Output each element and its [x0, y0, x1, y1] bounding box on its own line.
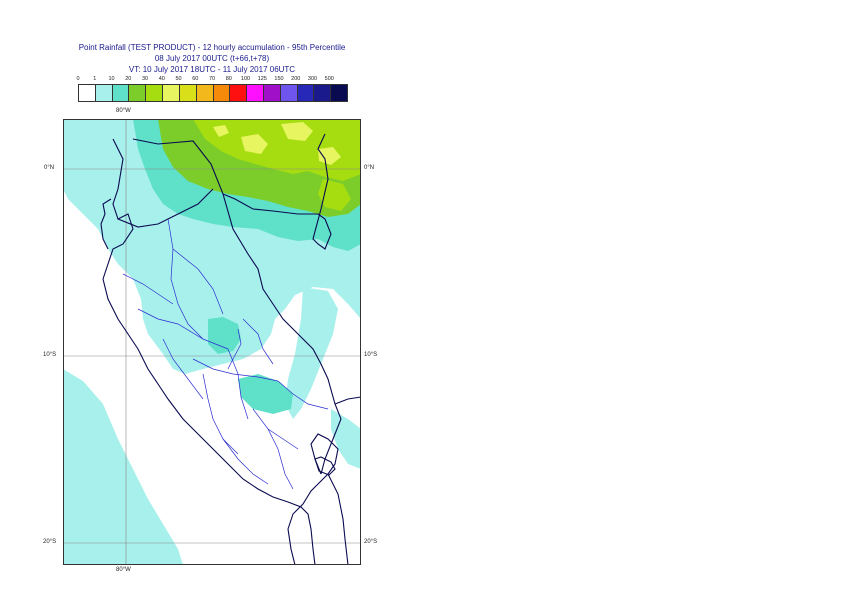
legend-swatch [314, 85, 332, 101]
border-colombia-brazil [312, 133, 332, 250]
legend-tick-label: 50 [175, 76, 182, 82]
border-brazil-bolivia [334, 396, 361, 405]
border-peru-brazil [222, 193, 342, 475]
legend-swatch [163, 85, 180, 101]
rain-teal-south [238, 374, 293, 414]
legend-tick-label: 10 [108, 76, 115, 82]
legend-swatch [112, 85, 130, 101]
map-frame [63, 119, 361, 565]
legend-swatch [79, 85, 96, 101]
lake-titicaca [314, 456, 336, 476]
rainfall-map [63, 119, 361, 565]
legend-tick-label: 200 [291, 76, 301, 82]
lat-label-0-left: 0°N [44, 165, 55, 171]
rain-yellow-3 [318, 147, 341, 165]
coastline-peru [102, 278, 316, 565]
rain-yellow-4 [213, 125, 229, 137]
admin-line-11 [267, 428, 294, 490]
admin-line-13 [242, 318, 274, 365]
rain-teal-center [208, 317, 241, 354]
legend-swatch [129, 85, 147, 101]
title-line-3: VT: 10 July 2017 18UTC - 11 July 2017 06… [128, 65, 296, 74]
legend-tick-label: 300 [307, 76, 318, 82]
lat-label-10-right: 10°S [364, 352, 378, 358]
lat-label-20-right: 20°S [364, 539, 378, 545]
admin-line-14 [227, 328, 242, 370]
legend-tick-label: 70 [208, 76, 216, 82]
legend-bar [78, 84, 348, 102]
lat-label-0-right: 0°N [364, 165, 375, 171]
admin-line-6 [202, 373, 239, 455]
legend-ticks: 0 1 10 20 30 40 50 60 70 80 100 125 150 200 300 500 [76, 76, 348, 84]
legend-swatch [280, 85, 298, 101]
map-title: Point Rainfall (TEST PRODUCT) - 12 hourl… [62, 42, 362, 75]
admin-line-7 [227, 348, 249, 420]
rain-yellow-1 [281, 122, 313, 141]
legend-tick-label: 40 [158, 76, 165, 82]
legend-swatch [146, 85, 164, 101]
admin-line-3 [122, 273, 174, 305]
admin-boundaries [122, 218, 329, 490]
rain-area-ocean [63, 369, 183, 565]
lon-label-top: 80°W [116, 108, 131, 114]
lat-label-20-left: 20°S [43, 539, 57, 545]
map-panel: 80°W 80°W 0°N 0°N 10°S 10°S 20°S 20°S [43, 108, 377, 573]
legend-swatch [263, 85, 281, 101]
legend-swatch [213, 85, 231, 101]
legend-tick-label: 150 [274, 76, 284, 82]
legend-tick-label: 100 [240, 76, 251, 82]
rain-yellow-2 [241, 134, 268, 154]
border-north [102, 138, 134, 280]
admin-line-8 [252, 408, 299, 450]
legend-tick-label: 500 [324, 76, 334, 82]
border-colombia [132, 138, 318, 215]
legend-swatch [196, 85, 214, 101]
admin-line-4 [137, 308, 229, 350]
legend-tick-label: 0 [76, 76, 80, 82]
national-borders [100, 133, 361, 565]
rain-area-yellow [213, 122, 341, 165]
legend-tick-label: 20 [125, 76, 132, 82]
legend-swatch [297, 85, 315, 101]
admin-line-10 [222, 438, 269, 485]
legend-tick-label: 125 [257, 76, 267, 82]
border-peru-ecuador [117, 188, 214, 228]
admin-line-5 [192, 358, 279, 382]
admin-line-1 [167, 218, 204, 340]
color-legend: 0 1 10 20 30 40 50 60 70 80 100 125 150 200 300 500 [76, 76, 348, 102]
title-line-1: Point Rainfall (TEST PRODUCT) - 12 hourl… [78, 43, 346, 52]
border-east-chile [327, 473, 349, 565]
legend-swatch [230, 85, 248, 101]
legend-swatch [331, 85, 347, 101]
admin-line-9 [277, 380, 329, 410]
rain-area-east [285, 287, 338, 419]
legend-swatch [179, 85, 197, 101]
graticule [63, 119, 361, 565]
admin-line-2 [172, 248, 224, 315]
lon-label-bottom: 80°W [116, 567, 131, 573]
lat-label-10-left: 10°S [43, 352, 57, 358]
legend-swatch [95, 85, 113, 101]
rain-yg-north [193, 119, 361, 181]
coastline-ecuador [100, 198, 112, 250]
title-line-2: 08 July 2017 00UTC (t+66,t+78) [154, 54, 270, 63]
legend-tick-label: 80 [225, 76, 232, 82]
legend-tick-label: 60 [192, 76, 199, 82]
legend-swatch [247, 85, 264, 101]
legend-tick-label: 1 [93, 76, 97, 82]
admin-line-12 [162, 338, 204, 400]
legend-tick-label: 30 [141, 76, 149, 82]
